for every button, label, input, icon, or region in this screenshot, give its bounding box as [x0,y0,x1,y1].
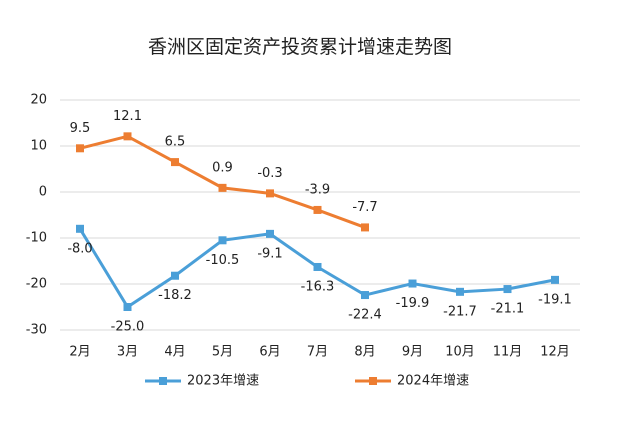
point-marker [76,144,84,153]
data-label: -22.4 [348,308,382,323]
x-tick-label: 6月 [259,345,280,360]
x-tick-label: 10月 [445,345,475,360]
point-marker [456,287,464,296]
x-tick-label: 4月 [164,345,185,360]
data-label: -25.0 [111,320,145,335]
point-marker [266,229,274,238]
point-marker [503,285,512,294]
data-label: 6.5 [165,135,186,150]
point-marker [313,262,322,271]
point-marker [266,189,274,198]
point-marker [218,236,227,245]
x-tick-label: 5月 [212,345,233,360]
point-marker [123,303,132,311]
x-tick-label: 11月 [493,345,523,360]
x-tick-label: 12月 [540,345,570,360]
data-label: -9.1 [257,246,282,261]
data-label: -16.3 [301,279,335,294]
data-label: -10.5 [206,253,240,268]
point-marker [171,271,179,280]
point-marker [218,183,227,192]
legend-marker [159,377,167,385]
x-tick-label: 8月 [354,345,375,360]
data-label: -21.1 [491,302,525,317]
y-tick-label: 20 [30,93,47,108]
data-label: -0.3 [257,166,282,181]
point-marker [76,224,84,233]
data-label: -3.9 [305,182,330,197]
x-tick-label: 7月 [307,345,328,360]
y-tick-label: -20 [26,277,47,292]
data-label: -18.2 [158,288,192,303]
legend-label: 2023年增速 [187,374,259,389]
data-label: 0.9 [212,160,233,175]
y-tick-label: -30 [26,323,47,338]
x-tick-label: 3月 [117,345,138,360]
point-marker [313,205,322,214]
point-marker [361,291,369,300]
y-tick-label: -10 [26,231,47,246]
point-marker [361,223,369,232]
legend-marker [369,377,377,385]
x-tick-label: 2月 [69,345,90,360]
chart-title: 香洲区固定资产投资累计增速走势图 [148,36,452,58]
data-label: -19.1 [538,292,572,307]
data-label: -7.7 [352,200,377,215]
x-tick-label: 9月 [402,345,423,360]
data-label: -21.7 [443,304,477,319]
data-label: 12.1 [113,109,142,124]
legend-label: 2024年增速 [397,374,469,389]
point-marker [123,132,132,141]
y-tick-label: 0 [39,185,47,200]
data-label: 9.5 [70,121,91,136]
point-marker [408,279,417,288]
point-marker [551,275,559,284]
point-marker [171,158,179,167]
data-label: -8.0 [67,241,92,256]
y-tick-label: 10 [30,139,47,154]
data-label: -19.9 [396,296,430,311]
